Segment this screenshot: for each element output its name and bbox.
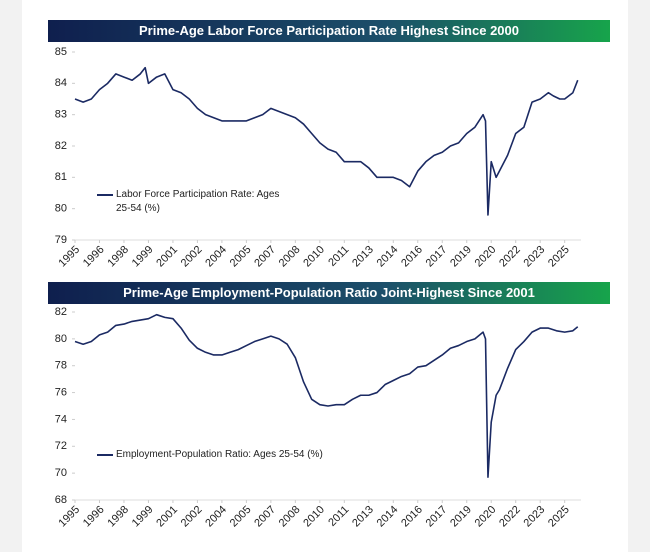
y-tick-label: 80 bbox=[55, 203, 67, 215]
y-tick-label: 68 bbox=[55, 494, 67, 506]
y-tick-label: 72 bbox=[55, 440, 67, 452]
x-tick-label: 1999 bbox=[130, 244, 156, 270]
y-tick-label: 85 bbox=[55, 46, 67, 58]
data-line bbox=[74, 313, 579, 478]
margin bbox=[0, 0, 22, 552]
x-tick-label: 2023 bbox=[522, 244, 548, 270]
y-tick-label: 78 bbox=[55, 360, 67, 372]
x-tick-label: 2002 bbox=[179, 504, 205, 530]
x-tick-label: 2019 bbox=[448, 504, 474, 530]
x-tick-label: 2004 bbox=[203, 504, 229, 530]
x-tick-label: 2011 bbox=[326, 504, 351, 529]
x-tick-label: 2022 bbox=[497, 244, 523, 270]
y-tick-label: 70 bbox=[55, 467, 67, 479]
margin bbox=[628, 0, 650, 552]
y-tick-label: 74 bbox=[55, 413, 67, 425]
x-tick-label: 2016 bbox=[399, 244, 425, 270]
x-tick-label: 2020 bbox=[473, 504, 499, 530]
x-tick-label: 2010 bbox=[301, 504, 327, 530]
x-tick-label: 2010 bbox=[301, 244, 327, 270]
y-tick-label: 84 bbox=[55, 77, 67, 89]
x-tick-label: 2020 bbox=[473, 244, 499, 270]
x-tick-label: 2013 bbox=[350, 504, 376, 530]
x-tick-label: 2025 bbox=[546, 504, 572, 530]
x-tick-label: 2001 bbox=[154, 504, 180, 530]
x-tick-label: 1996 bbox=[81, 244, 107, 270]
chart-title: Prime-Age Labor Force Participation Rate… bbox=[139, 23, 519, 38]
title-banner bbox=[48, 20, 610, 42]
x-tick-label: 2001 bbox=[154, 244, 180, 270]
data-line bbox=[74, 66, 579, 216]
x-tick-label: 1999 bbox=[130, 504, 156, 530]
x-tick-label: 2005 bbox=[228, 244, 254, 270]
x-tick-label: 2002 bbox=[179, 244, 205, 270]
x-tick-label: 2011 bbox=[326, 244, 351, 269]
x-tick-label: 2023 bbox=[522, 504, 548, 530]
title-banner bbox=[48, 282, 610, 304]
y-tick-label: 82 bbox=[55, 306, 67, 318]
x-tick-label: 1998 bbox=[105, 504, 131, 530]
x-tick-label: 2013 bbox=[350, 244, 376, 270]
chart-title: Prime-Age Employment-Population Ratio Jo… bbox=[123, 285, 535, 300]
y-tick-label: 81 bbox=[55, 171, 67, 183]
legend: Employment-Population Ratio: Ages 25-54 … bbox=[116, 449, 323, 460]
x-tick-label: 1995 bbox=[56, 504, 82, 530]
x-tick-label: 2007 bbox=[252, 504, 278, 530]
x-tick-label: 2014 bbox=[375, 504, 401, 530]
x-tick-label: 2014 bbox=[375, 244, 401, 270]
x-tick-label: 2025 bbox=[546, 244, 572, 270]
legend: Labor Force Participation Rate: Ages 25-… bbox=[116, 189, 280, 214]
x-tick-label: 2007 bbox=[252, 244, 278, 270]
x-tick-label: 2017 bbox=[424, 244, 450, 270]
legend-label: Employment-Population Ratio: Ages 25-54 … bbox=[116, 449, 323, 460]
x-tick-label: 1995 bbox=[56, 244, 82, 270]
x-tick-label: 2022 bbox=[497, 504, 523, 530]
legend-label: Labor Force Participation Rate: Ages 25-… bbox=[116, 189, 280, 214]
x-tick-label: 2016 bbox=[399, 504, 425, 530]
x-tick-label: 2005 bbox=[228, 504, 254, 530]
y-tick-label: 82 bbox=[55, 140, 67, 152]
y-tick-label: 83 bbox=[55, 109, 67, 121]
y-tick-label: 79 bbox=[55, 234, 67, 246]
x-tick-label: 2004 bbox=[203, 244, 229, 270]
x-tick-label: 1996 bbox=[81, 504, 107, 530]
y-tick-label: 76 bbox=[55, 386, 67, 398]
y-tick-label: 80 bbox=[55, 333, 67, 345]
x-tick-label: 2008 bbox=[277, 244, 303, 270]
x-tick-label: 2008 bbox=[277, 504, 303, 530]
x-tick-label: 2017 bbox=[424, 504, 450, 530]
x-tick-label: 1998 bbox=[105, 244, 131, 270]
x-tick-label: 2019 bbox=[448, 244, 474, 270]
